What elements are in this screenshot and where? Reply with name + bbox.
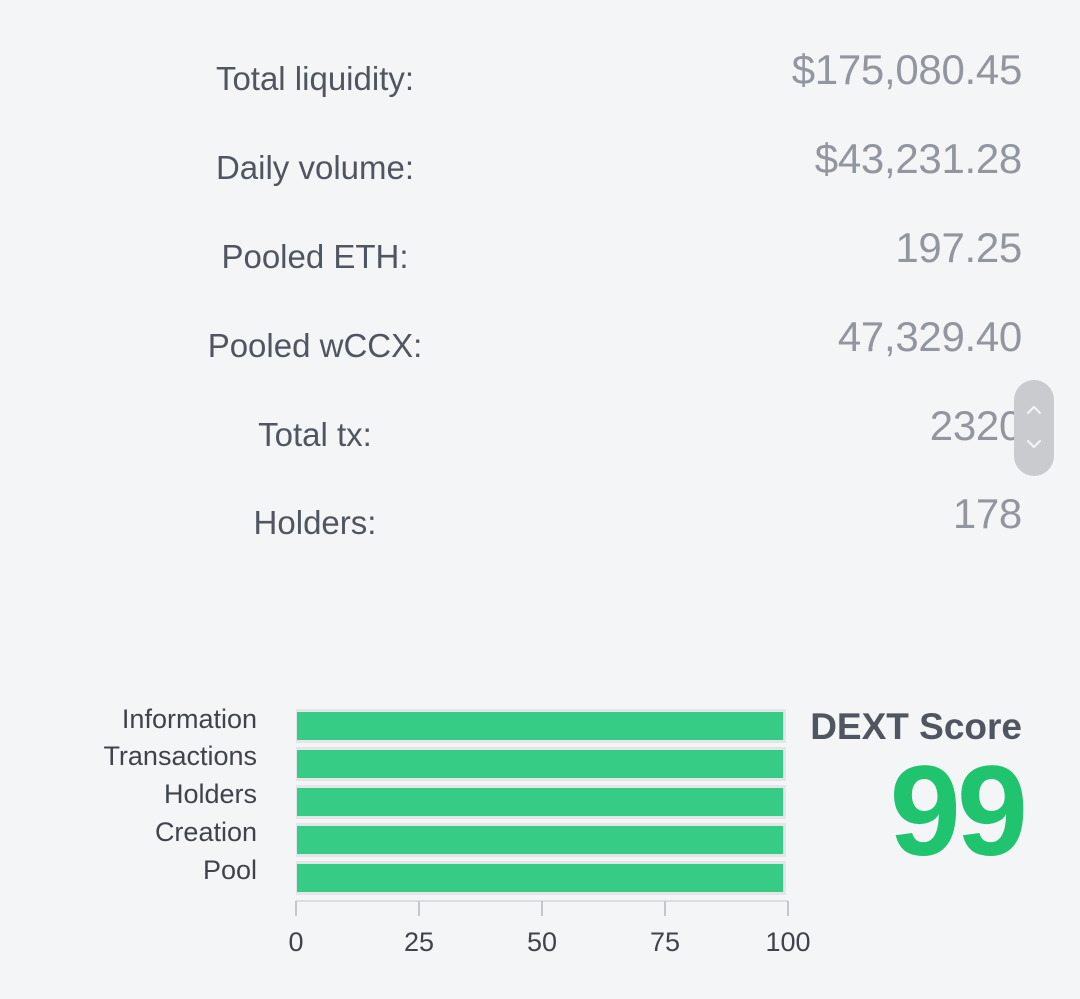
stat-label: Pooled wCCX: <box>207 327 423 364</box>
stat-value: 2320 <box>929 402 1023 449</box>
stat-row-pooled-wccx: Pooled wCCX: 47,329.40 <box>0 313 1080 373</box>
stat-row-pooled-eth: Pooled ETH: 197.25 <box>0 224 1080 284</box>
stat-value: $175,080.45 <box>791 46 1023 93</box>
stat-value: 47,329.40 <box>837 313 1022 360</box>
chevron-down-icon[interactable] <box>1024 438 1044 452</box>
category-label: Transactions <box>103 741 257 771</box>
stat-label: Holders: <box>253 504 377 541</box>
stat-row-total-tx: Total tx: 2320 <box>0 402 1080 462</box>
stat-value: $43,231.28 <box>814 135 1023 182</box>
bar <box>297 826 784 854</box>
stat-label: Total liquidity: <box>215 60 415 97</box>
x-tick-label: 50 <box>527 927 557 957</box>
x-tick-label: 0 <box>288 927 303 957</box>
stat-value: 197.25 <box>895 224 1022 271</box>
bar <box>297 864 784 892</box>
stat-row-total-liquidity: Total liquidity: $175,080.45 <box>0 46 1080 106</box>
stat-row-holders: Holders: 178 <box>0 490 1080 550</box>
category-label: Creation <box>154 817 257 847</box>
chevron-up-icon[interactable] <box>1024 402 1044 416</box>
x-tick-label: 100 <box>765 927 810 957</box>
x-tick-label: 75 <box>650 927 680 957</box>
bar <box>297 750 784 778</box>
bar <box>297 788 784 816</box>
stat-value: 178 <box>952 490 1022 537</box>
scroll-handle[interactable] <box>1014 380 1054 476</box>
category-label: Information <box>121 704 257 734</box>
stat-label: Total tx: <box>258 416 372 453</box>
stat-row-daily-volume: Daily volume: $43,231.28 <box>0 135 1080 195</box>
stat-label: Pooled ETH: <box>221 238 409 275</box>
category-label: Holders <box>163 779 257 809</box>
bar <box>297 712 784 740</box>
category-label: Pool <box>202 855 257 885</box>
stat-label: Daily volume: <box>215 149 415 186</box>
x-tick-label: 25 <box>404 927 434 957</box>
score-value: 99 <box>889 740 1028 883</box>
score-title: DEXT Score <box>810 706 1022 747</box>
